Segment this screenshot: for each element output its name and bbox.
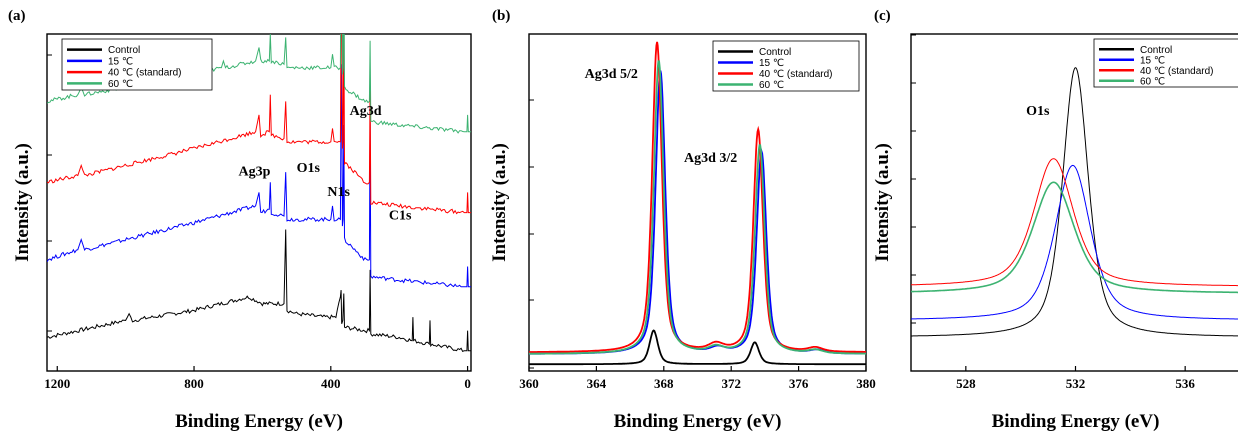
series-line-4 (911, 181, 1238, 294)
x-tick-label: 400 (321, 376, 341, 391)
legend-entry: 15 ℃ (759, 58, 784, 69)
series-line-3 (529, 41, 866, 353)
legend-box (61, 38, 213, 91)
series-line-2 (47, 64, 471, 288)
series-line-3 (47, 34, 471, 215)
legend-entry: Control (1140, 45, 1172, 56)
y-axis-title: Intensity (a.u.) (12, 143, 33, 262)
series-line-2 (529, 70, 866, 355)
peak-annotation: Ag3d 3/2 (684, 151, 737, 166)
peak-annotation: C1s (389, 208, 412, 223)
legend-entry: 15 ℃ (1140, 55, 1165, 66)
x-tick-label: 376 (789, 376, 809, 391)
peak-annotation: N1s (327, 185, 350, 200)
panel-label: (c) (874, 8, 891, 24)
series-line-2 (911, 164, 1238, 320)
x-tick-label: 532 (1066, 376, 1086, 391)
legend-box (1093, 38, 1238, 88)
panel-label: (a) (8, 8, 26, 24)
chart-panel-2: (b) 360 364 368 372 376 380 Binding Energy (eV)… (489, 8, 876, 432)
series-line-4 (529, 60, 866, 355)
chart-panel-3: (c) 528 532 536 Binding Energy (eV) Intensity… (872, 8, 1238, 432)
legend-entry: 60 ℃ (759, 80, 784, 91)
plot-frame (46, 33, 472, 372)
peak-annotation: Ag3d (350, 104, 382, 119)
peak-annotation: Ag3d 5/2 (585, 67, 638, 82)
peak-annotation: Ag3p (238, 165, 270, 180)
x-tick-label: 380 (856, 376, 876, 391)
peak-annotation: O1s (1026, 104, 1050, 119)
plot-frame (528, 33, 867, 372)
panel-label: (b) (492, 8, 510, 24)
x-axis-title: Binding Energy (eV) (175, 411, 343, 432)
series-line-1 (911, 67, 1238, 337)
legend-entry: Control (108, 45, 140, 56)
legend-entry: 60 ℃ (1140, 76, 1165, 87)
series-line-3 (911, 158, 1238, 287)
legend-entry: 40 ℃ (standard) (1140, 66, 1214, 77)
legend-entry: 60 ℃ (108, 79, 133, 90)
legend-entry: 15 ℃ (108, 56, 133, 67)
x-tick-label: 1200 (44, 376, 70, 391)
x-axis-title: Binding Energy (eV) (614, 411, 782, 432)
x-tick-label: 536 (1175, 376, 1195, 391)
x-tick-label: 0 (464, 376, 471, 391)
y-axis-title: Intensity (a.u.) (489, 143, 510, 262)
legend-entry: 40 ℃ (standard) (759, 69, 833, 80)
series-line-1 (529, 329, 866, 366)
x-tick-label: 364 (587, 376, 607, 391)
x-tick-label: 800 (184, 376, 204, 391)
legend-entry: Control (759, 47, 791, 58)
y-axis-title: Intensity (a.u.) (872, 143, 893, 262)
series-group (529, 41, 866, 366)
series-line-1 (47, 229, 471, 353)
x-tick-label: 368 (654, 376, 674, 391)
peak-annotation: O1s (297, 161, 321, 176)
chart-panel-1: (a) 1200 800 400 0 Binding Energy (eV) Intensi… (8, 8, 472, 432)
legend-entry: 40 ℃ (standard) (108, 68, 182, 79)
x-tick-label: 528 (956, 376, 976, 391)
x-axis-title: Binding Energy (eV) (992, 411, 1160, 432)
series-group (911, 67, 1238, 337)
x-tick-label: 372 (721, 376, 741, 391)
x-tick-label: 360 (519, 376, 539, 391)
legend-box (712, 40, 860, 92)
